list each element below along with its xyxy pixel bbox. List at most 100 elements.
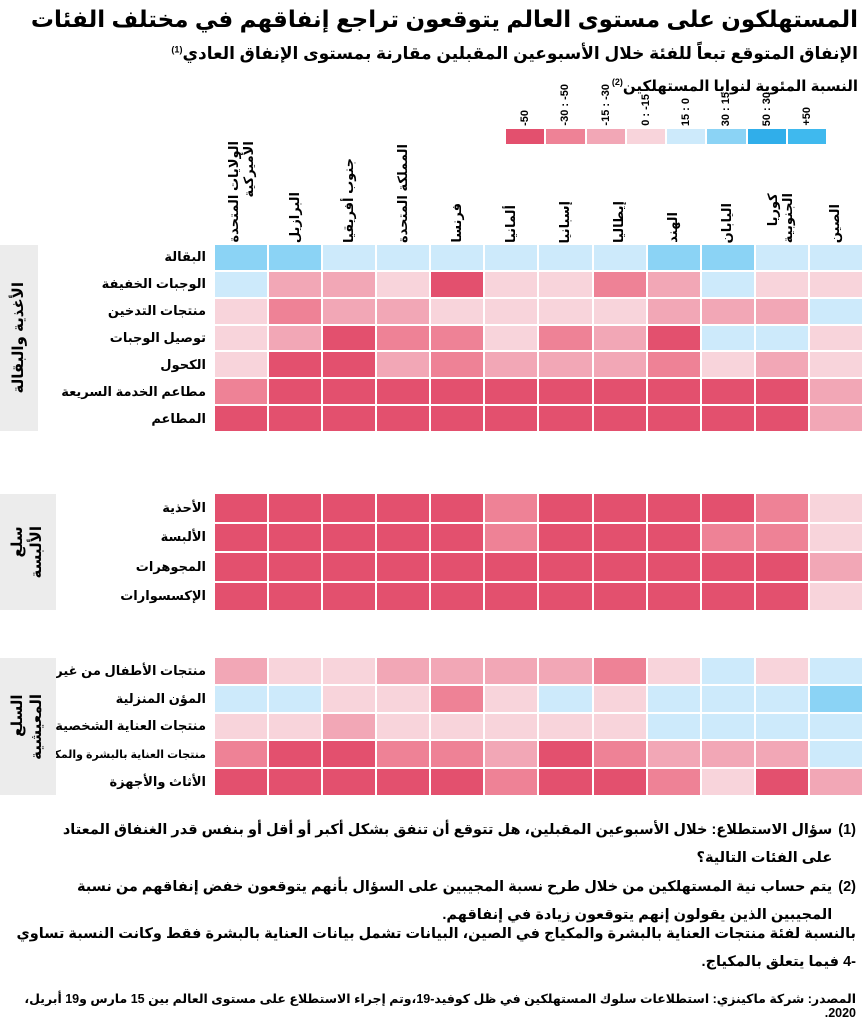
group-label: الأغذية والبقالة: [9, 282, 27, 394]
heatmap-cell: [539, 298, 592, 324]
heatmap-cell: [593, 245, 646, 270]
heatmap-cell: [593, 713, 646, 740]
heatmap-cell: [485, 553, 538, 581]
column-header: اليابان: [700, 118, 754, 243]
column-header-label: الصين: [826, 203, 842, 243]
heatmap-cell: [701, 298, 754, 324]
heatmap-cell: [647, 325, 700, 351]
heatmap-cell: [269, 379, 322, 405]
heatmap-cell: [485, 582, 538, 610]
heatmap-cell: [701, 741, 754, 768]
column-header-label: كوريا الجنوبية: [765, 192, 796, 243]
heatmap-cell: [431, 379, 484, 405]
heatmap-cell: [269, 553, 322, 581]
heatmap-cell: [377, 685, 430, 712]
heatmap-cell: [593, 582, 646, 610]
group-label-strip: السلع المعيشية: [0, 658, 56, 795]
heatmap-cell: [539, 741, 592, 768]
heatmap-cell: [485, 769, 538, 795]
subtitle-footnote-ref: (1): [171, 44, 183, 55]
heatmap-cell: [593, 685, 646, 712]
heatmap-cell: [269, 713, 322, 740]
legend-bucket: -30 : -50: [545, 80, 585, 144]
column-header-label: اليابان: [718, 202, 734, 243]
legend-bucket: 0 : -15: [626, 80, 666, 144]
heatmap-cell: [215, 769, 268, 795]
column-header: الولايات المتحدة الأميركية: [215, 118, 269, 243]
heatmap-cell: [431, 523, 484, 551]
heatmap-cell: [269, 658, 322, 684]
source-line: المصدر: شركة ماكينزي: استطلاعات سلوك الم…: [24, 992, 856, 1020]
heatmap-cell: [431, 352, 484, 378]
column-header-label: جنوب أفريقيا: [341, 158, 357, 243]
heatmap-cell: [647, 769, 700, 795]
heatmap-cell: [755, 713, 808, 740]
heatmap-cell: [539, 406, 592, 431]
heatmap-cell: [701, 769, 754, 795]
heatmap-cell: [539, 658, 592, 684]
heatmap-cell: [593, 406, 646, 431]
column-header-label: الولايات المتحدة الأميركية: [226, 141, 256, 243]
heatmap-cell: [377, 582, 430, 610]
heatmap-cell: [215, 658, 268, 684]
legend-swatch: [506, 129, 545, 144]
heatmap-cell: [809, 379, 862, 405]
row-label: البقالة: [0, 245, 213, 270]
column-header-label: ألمانيا: [503, 204, 519, 243]
heatmap-cell: [323, 741, 376, 768]
column-header: إيطاليا: [592, 118, 646, 243]
heatmap-cell: [215, 298, 268, 324]
heatmap-cell: [701, 379, 754, 405]
heatmap-cell: [647, 494, 700, 522]
heatmap-cell: [647, 741, 700, 768]
heatmap-cell: [269, 523, 322, 551]
legend-bucket: 15 : 0: [666, 80, 706, 144]
heatmap-cell: [215, 553, 268, 581]
heatmap-cell: [377, 352, 430, 378]
heatmap-cell: [269, 298, 322, 324]
heatmap-cell: [701, 713, 754, 740]
heatmap-cell: [215, 494, 268, 522]
heatmap-cell: [323, 685, 376, 712]
footnote-2-marker: (2): [838, 878, 856, 895]
footnotes: (1) سؤال الاستطلاع: خلال الأسبوعين المقب…: [6, 816, 856, 929]
row-label: منتجات التدخين: [0, 299, 213, 324]
heatmap-cell: [215, 379, 268, 405]
heatmap-cell: [647, 523, 700, 551]
heatmap-cell: [755, 352, 808, 378]
heatmap-cell: [593, 741, 646, 768]
heatmap-cell: [485, 406, 538, 431]
heatmap-cell: [431, 741, 484, 768]
heatmap-cell: [647, 245, 700, 270]
heatmap-cell: [269, 494, 322, 522]
legend: -50 -30 : -50 -15 : -30 0 : -15 15 : 0 30 : 1…: [505, 80, 827, 144]
heatmap-cell: [809, 769, 862, 795]
heatmap-cell: [755, 245, 808, 270]
heatmap-cell: [215, 582, 268, 610]
heatmap-cell: [485, 271, 538, 297]
heatmap-cell: [431, 245, 484, 270]
heatmap-cell: [539, 685, 592, 712]
heatmap-grid: البقالة الوجبات الخفيفة منتجات التدخين توصي…: [0, 245, 862, 431]
heatmap-cell: [269, 769, 322, 795]
footnote-1: (1) سؤال الاستطلاع: خلال الأسبوعين المقب…: [6, 816, 856, 873]
heatmap-cell: [647, 406, 700, 431]
footnote-2: (2) يتم حساب نية المستهلكين من خلال طرح …: [6, 873, 856, 930]
heatmap-cell: [377, 658, 430, 684]
heatmap-cell: [323, 713, 376, 740]
legend-swatch: [667, 129, 706, 144]
row-label: الأثاث والأجهزة: [0, 769, 213, 795]
column-header: البرازيل: [269, 118, 323, 243]
heatmap-cell: [269, 245, 322, 270]
heatmap-cell: [269, 271, 322, 297]
legend-swatch: [586, 129, 625, 144]
legend-bucket: +50: [787, 80, 827, 144]
heatmap-cell: [755, 658, 808, 684]
heatmap-cell: [377, 523, 430, 551]
heatmap-cell: [755, 325, 808, 351]
heatmap-cell: [215, 741, 268, 768]
heatmap-cell: [809, 352, 862, 378]
heatmap-cell: [593, 494, 646, 522]
heatmap-cell: [431, 553, 484, 581]
heatmap-cell: [431, 406, 484, 431]
